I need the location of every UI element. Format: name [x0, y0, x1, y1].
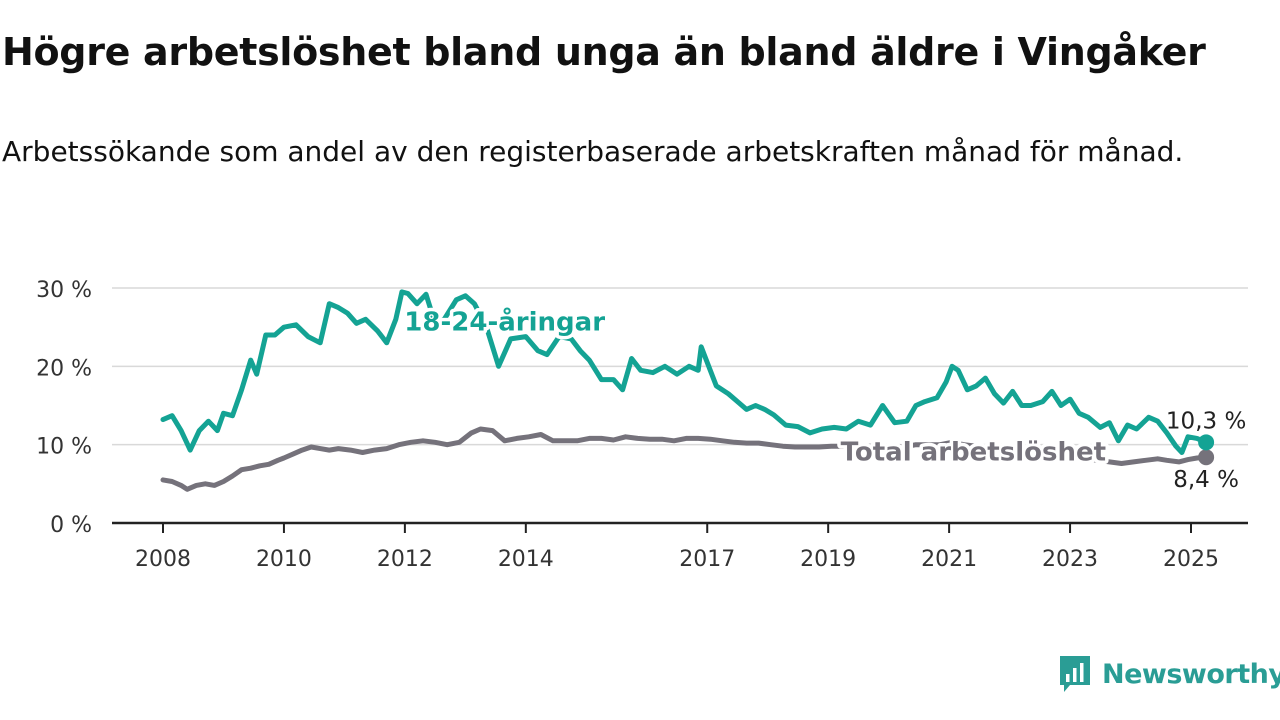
newsworthy-logo: Newsworthy	[1058, 654, 1280, 694]
brand-name: Newsworthy	[1102, 658, 1280, 690]
chart-subtitle: Arbetssökande som andel av den registerb…	[2, 135, 1184, 168]
x-tick-label: 2021	[921, 547, 977, 572]
x-axis: 2008 2010 2012 2014 2017 2019 2021 2023 2025	[112, 521, 1248, 572]
end-label-youth: 10,3 %	[1166, 408, 1246, 434]
end-point-youth	[1198, 434, 1215, 451]
newsworthy-logo-icon	[1060, 656, 1090, 692]
series-label-youth: 18-24-åringar	[404, 305, 605, 337]
chart-title: Högre arbetslöshet bland unga än bland ä…	[2, 30, 1206, 74]
y-tick-label: 0 %	[50, 513, 92, 538]
series-line-total	[160, 426, 1209, 492]
y-tick-label: 20 %	[36, 356, 92, 381]
y-tick-label: 10 %	[36, 435, 92, 460]
gridlines	[112, 287, 1248, 446]
x-tick-label: 2017	[679, 547, 735, 572]
y-tick-label: 30 %	[36, 278, 92, 303]
y-axis-tick-labels: 0 % 10 % 20 % 30 %	[36, 278, 92, 538]
x-tick-label: 2025	[1163, 547, 1219, 572]
x-tick-label: 2012	[377, 547, 433, 572]
x-tick-label: 2014	[498, 547, 554, 572]
series-line-youth	[160, 289, 1209, 455]
end-label-total: 8,4 %	[1173, 467, 1239, 493]
series-labels: 18-24-åringar Total arbetslöshet 10,3 % 8,4…	[401, 302, 1247, 493]
x-tick-label: 2008	[135, 547, 191, 572]
series-lines	[160, 289, 1215, 492]
series-label-total: Total arbetslöshet	[841, 437, 1106, 467]
end-point-total	[1198, 449, 1215, 466]
x-tick-label: 2023	[1042, 547, 1098, 572]
x-tick-label: 2010	[256, 547, 312, 572]
x-tick-label: 2019	[800, 547, 856, 572]
